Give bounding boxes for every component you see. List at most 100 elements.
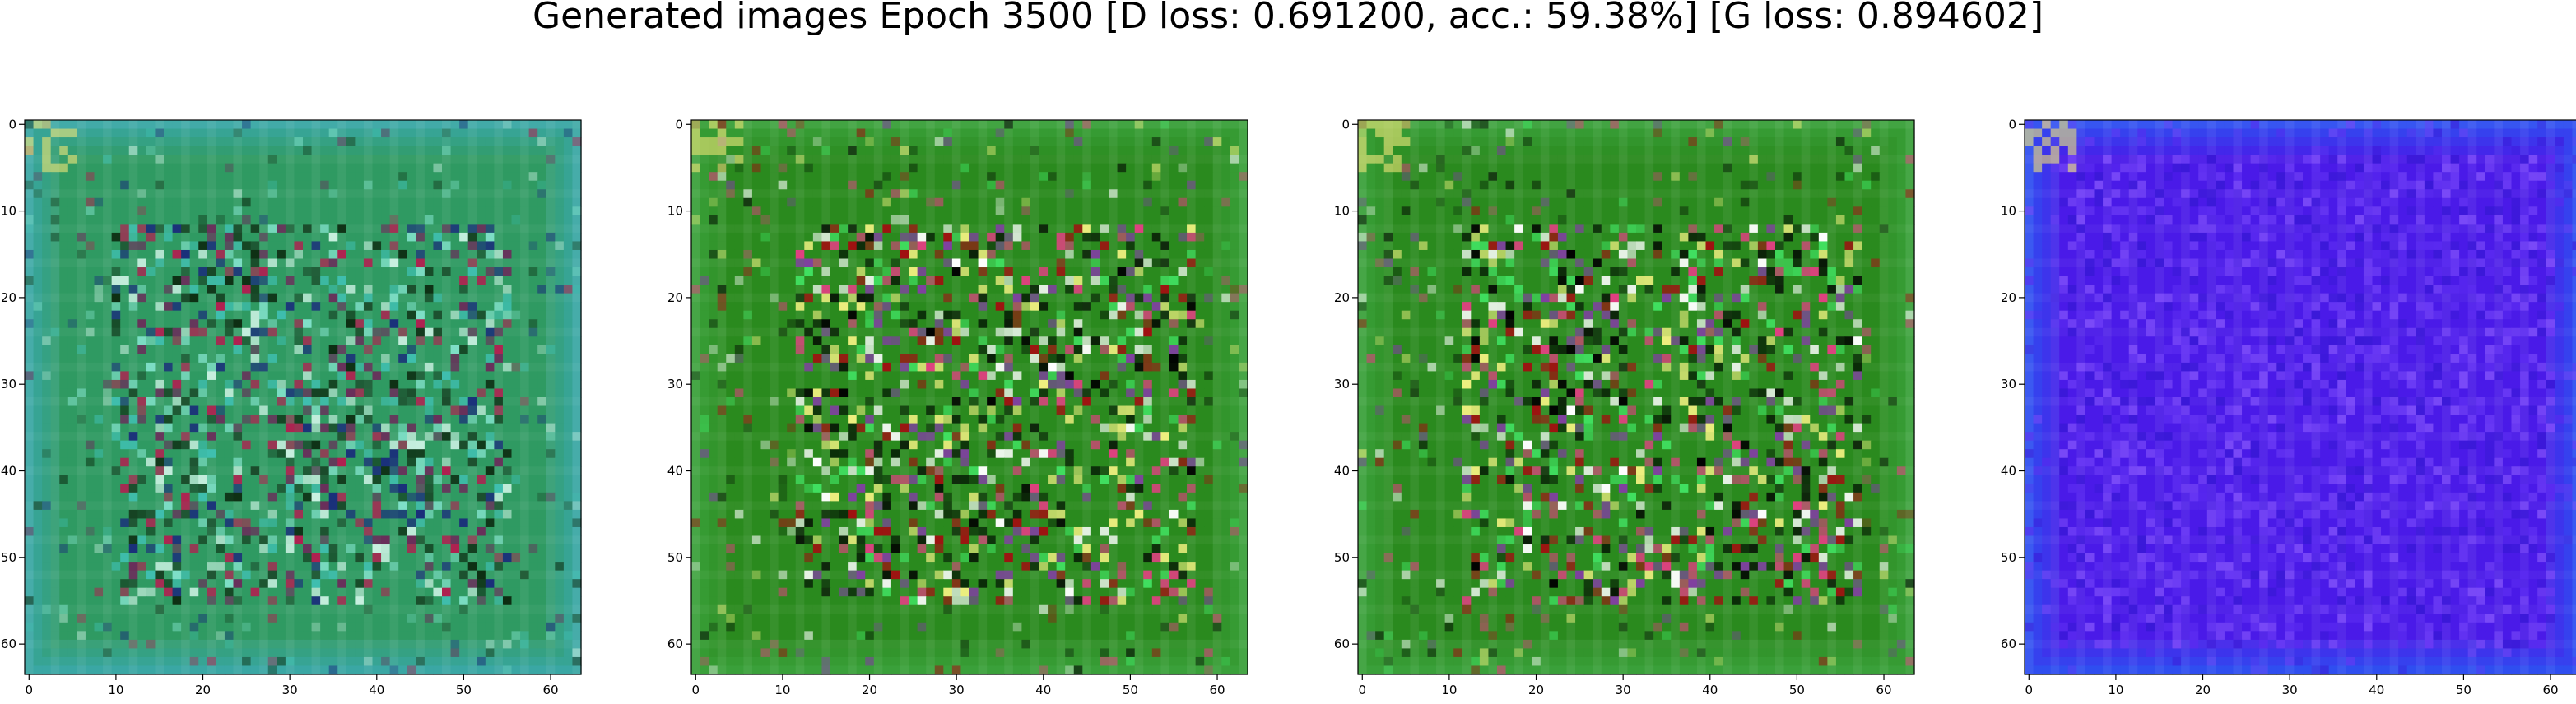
pixel	[425, 172, 434, 181]
pixel	[294, 571, 303, 580]
pixel	[546, 129, 556, 138]
pixel	[337, 371, 346, 380]
pixel	[51, 415, 60, 424]
pixel	[1091, 215, 1100, 225]
pixel	[373, 544, 382, 553]
pixel	[477, 536, 486, 545]
pixel	[155, 146, 164, 155]
pixel	[381, 665, 390, 674]
pixel	[1118, 181, 1127, 190]
pixel	[503, 328, 512, 337]
pixel	[155, 294, 164, 303]
pixel	[42, 146, 51, 155]
pixel	[1065, 164, 1074, 173]
pixel	[95, 484, 104, 493]
pixel	[779, 137, 788, 146]
pixel	[355, 588, 364, 597]
pixel	[129, 553, 138, 563]
pixel	[42, 605, 51, 614]
pixel	[398, 294, 407, 303]
pixel	[346, 415, 356, 424]
pixel	[451, 328, 460, 337]
pixel	[103, 172, 112, 181]
pixel	[537, 224, 546, 233]
pixel	[277, 510, 286, 519]
pixel	[787, 146, 796, 155]
pixel	[512, 493, 521, 502]
pixel	[743, 215, 752, 225]
pixel	[572, 397, 581, 406]
pixel	[329, 345, 338, 354]
pixel	[286, 536, 295, 545]
pixel	[277, 345, 286, 354]
pixel	[120, 198, 129, 207]
pixel	[259, 354, 268, 363]
pixel	[779, 129, 788, 138]
pixel	[320, 241, 329, 250]
pixel	[198, 424, 207, 433]
pixel	[198, 363, 207, 372]
pixel	[346, 665, 356, 674]
pixel	[164, 458, 173, 467]
pixel	[312, 665, 321, 674]
pixel	[459, 544, 468, 553]
pixel	[146, 250, 156, 259]
pixel	[1004, 146, 1013, 155]
pixel	[59, 562, 68, 571]
pixel	[433, 259, 442, 268]
pixel	[900, 146, 909, 155]
pixel	[216, 623, 225, 632]
pixel	[564, 484, 573, 493]
pixel	[320, 354, 329, 363]
pixel	[25, 631, 34, 640]
pixel	[555, 441, 564, 450]
pixel	[503, 345, 512, 354]
pixel	[857, 146, 866, 155]
pixel	[529, 579, 538, 588]
pixel	[555, 206, 564, 215]
pixel	[137, 198, 146, 207]
pixel	[137, 181, 146, 190]
pixel	[1160, 198, 1169, 207]
pixel	[564, 224, 573, 233]
pixel	[572, 415, 581, 424]
pixel	[34, 129, 43, 138]
pixel	[286, 562, 295, 571]
pixel	[512, 484, 521, 493]
pixel	[234, 172, 243, 181]
pixel	[112, 328, 121, 337]
pixel	[146, 172, 156, 181]
pixel	[190, 475, 199, 484]
pixel	[390, 484, 399, 493]
pixel	[926, 233, 935, 242]
pixel	[691, 233, 700, 242]
pixel	[277, 571, 286, 580]
pixel	[77, 146, 86, 155]
pixel	[25, 380, 34, 389]
pixel	[155, 536, 164, 545]
pixel	[198, 623, 207, 632]
pixel	[494, 250, 503, 259]
pixel	[1169, 172, 1179, 181]
pixel	[1221, 155, 1230, 164]
pixel	[494, 311, 503, 320]
pixel	[451, 605, 460, 614]
pixel	[312, 579, 321, 588]
pixel	[190, 276, 199, 285]
pixel	[459, 319, 468, 328]
pixel	[537, 657, 546, 666]
pixel	[242, 432, 251, 441]
pixel	[1187, 120, 1196, 129]
pixel	[390, 571, 399, 580]
pixel	[373, 579, 382, 588]
pixel	[700, 155, 709, 164]
pixel	[155, 648, 164, 657]
pixel	[137, 623, 146, 632]
pixel	[969, 233, 979, 242]
pixel	[25, 536, 34, 545]
pixel	[1030, 189, 1039, 198]
pixel	[909, 224, 918, 233]
pixel	[891, 155, 900, 164]
pixel	[865, 189, 874, 198]
pixel	[198, 536, 207, 545]
